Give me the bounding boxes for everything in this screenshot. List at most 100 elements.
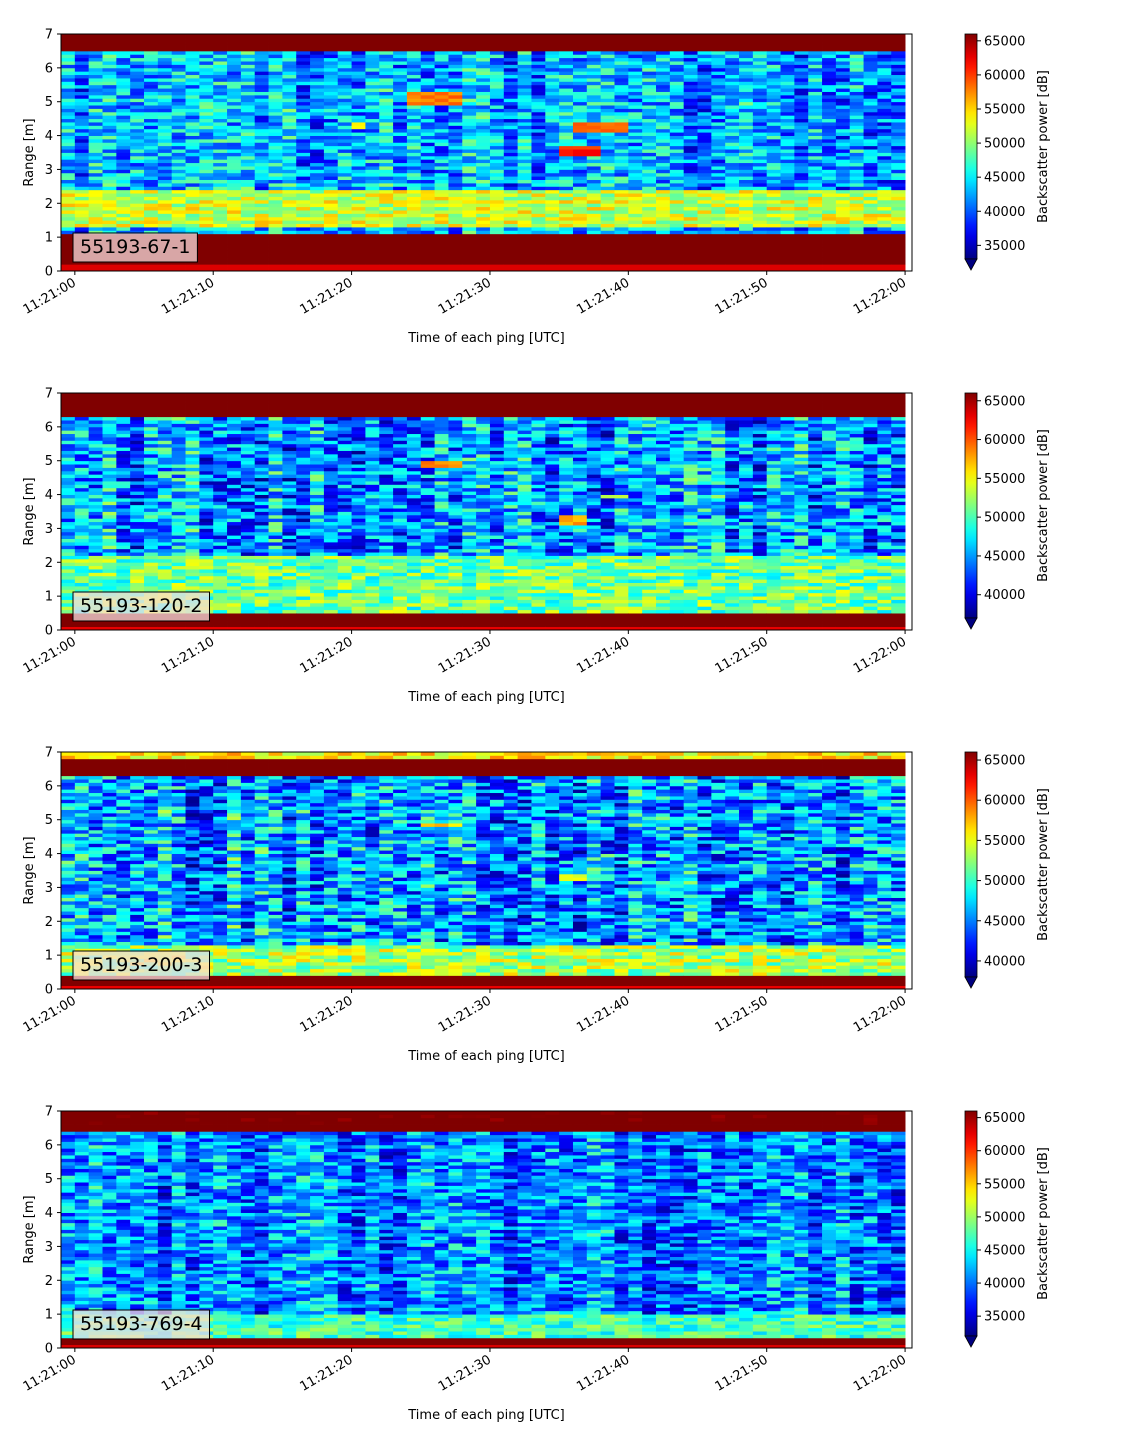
heatmap-cell [240, 250, 256, 255]
heatmap-cell [434, 105, 449, 109]
heatmap-cell [877, 50, 892, 55]
heatmap-cell [863, 34, 878, 38]
heatmap-cell [185, 81, 200, 86]
heatmap-cell [74, 508, 90, 512]
heatmap-cell [863, 169, 878, 174]
heatmap-cell [171, 589, 186, 594]
heatmap-cell [822, 138, 837, 143]
heatmap-cell [448, 193, 463, 197]
heatmap-cell [61, 47, 76, 52]
heatmap-cell [130, 91, 145, 96]
heatmap-cell [323, 98, 339, 103]
heatmap-cell [517, 216, 532, 221]
heatmap-cell [752, 203, 768, 208]
heatmap-cell [213, 247, 228, 252]
heatmap-cell [656, 250, 671, 255]
heatmap-cell [628, 94, 643, 99]
heatmap-cell [61, 545, 76, 550]
heatmap-cell [656, 64, 671, 69]
heatmap-cell [822, 40, 837, 45]
heatmap-cell [891, 74, 906, 79]
heatmap-cell [766, 105, 781, 109]
heatmap-cell [227, 40, 242, 45]
heatmap-cell [683, 37, 698, 42]
heatmap-cell [102, 423, 117, 428]
heatmap-cell [406, 152, 422, 157]
heatmap-cell [835, 247, 851, 252]
heatmap-cell [448, 162, 463, 167]
heatmap-cell [351, 250, 366, 255]
heatmap-cells [61, 34, 906, 272]
heatmap-cell [157, 477, 173, 482]
heatmap-cell [351, 193, 366, 197]
heatmap-cell [116, 186, 131, 191]
heatmap-cell [669, 166, 685, 170]
heatmap-cell [448, 118, 463, 123]
heatmap-cell [157, 138, 173, 143]
heatmap-cell [171, 196, 186, 201]
heatmap-cell [171, 494, 186, 499]
heatmap-cell [489, 216, 505, 221]
heatmap-cell [835, 74, 851, 79]
heatmap-cell [891, 230, 906, 235]
heatmap-cell [600, 169, 615, 174]
heatmap-cell [379, 101, 394, 106]
heatmap-cell [157, 206, 173, 211]
heatmap-cell [739, 203, 754, 208]
heatmap-cell [586, 193, 602, 197]
heatmap-cell [434, 189, 449, 194]
heatmap-cell [227, 44, 242, 48]
heatmap-cell [725, 71, 740, 76]
heatmap-cell [822, 189, 837, 194]
heatmap-cell [144, 619, 159, 624]
heatmap-cell [434, 196, 449, 201]
heatmap-cell [157, 61, 173, 65]
heatmap-cell [531, 98, 546, 103]
heatmap-cell [116, 464, 131, 468]
heatmap-cell [227, 81, 242, 86]
heatmap-cell [614, 81, 629, 86]
heatmap-cell [739, 142, 754, 147]
heatmap-cell [116, 481, 131, 485]
heatmap-cell [476, 199, 491, 204]
plot-frame [60, 33, 913, 272]
heatmap-cell [600, 240, 615, 245]
heatmap-cell [766, 135, 781, 140]
heatmap-cell [420, 78, 436, 82]
heatmap-cell [268, 250, 283, 255]
heatmap-cell [531, 47, 546, 52]
heatmap-cell [61, 579, 76, 583]
heatmap-cell [642, 84, 657, 89]
heatmap-cell [157, 470, 173, 475]
heatmap-cell [517, 237, 532, 241]
heatmap-cell [849, 64, 864, 69]
heatmap-cell [144, 528, 159, 533]
heatmap-cell [835, 64, 851, 69]
heatmap-cell [144, 135, 159, 140]
heatmap-cell [199, 240, 214, 245]
heatmap-cell [185, 64, 200, 69]
heatmap-cell [268, 34, 283, 38]
y-tick-label: 7 [45, 28, 53, 43]
heatmap-cell [185, 199, 200, 204]
heatmap-cell [822, 186, 837, 191]
heatmap-cell [600, 199, 615, 204]
heatmap-cell [586, 159, 602, 164]
heatmap-cell [628, 223, 643, 228]
heatmap-cell [393, 196, 408, 201]
heatmap-cell [171, 474, 186, 479]
heatmap-cell [877, 162, 892, 167]
heatmap-cell [130, 393, 145, 397]
heatmap-cell [752, 264, 768, 269]
heatmap-cell [227, 172, 242, 177]
heatmap-cell [157, 572, 173, 577]
heatmap-cell [337, 61, 352, 65]
heatmap-cell [517, 199, 532, 204]
heatmap-cell [448, 50, 463, 55]
heatmap-cell [393, 50, 408, 55]
heatmap-cell [420, 254, 436, 258]
heatmap-cell [448, 138, 463, 143]
heatmap-cell [171, 491, 186, 495]
heatmap-cell [503, 162, 519, 167]
heatmap-cell [213, 260, 228, 265]
